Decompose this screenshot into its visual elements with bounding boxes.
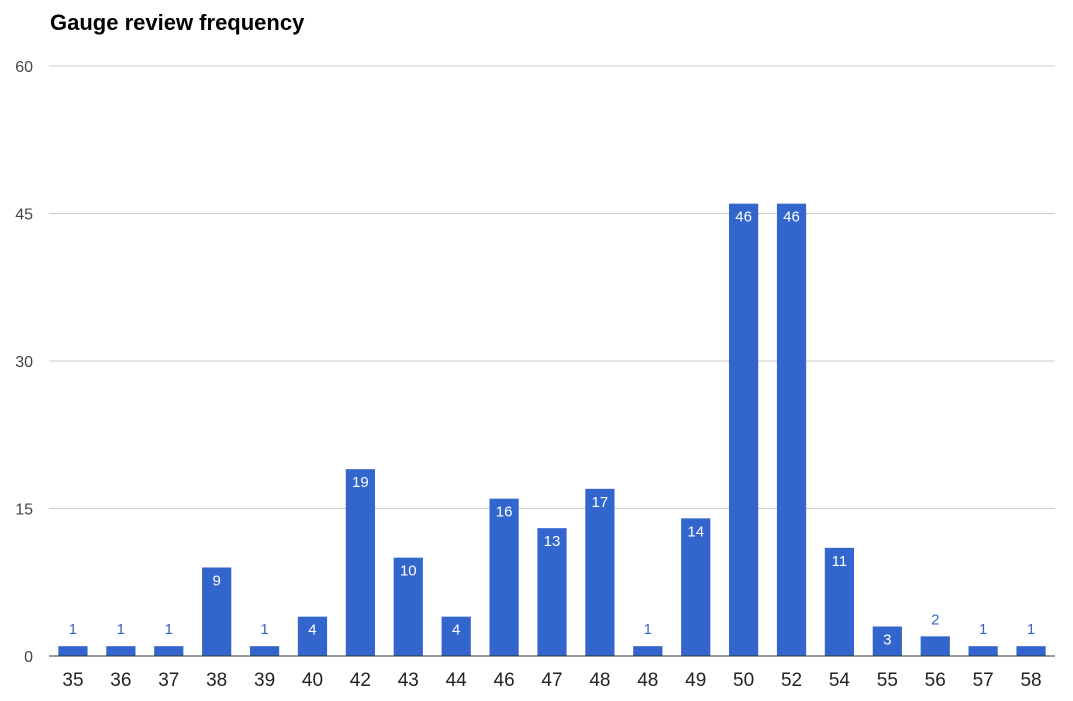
x-tick-label: 55 bbox=[877, 670, 898, 691]
bar bbox=[968, 646, 998, 656]
data-label: 46 bbox=[735, 209, 752, 226]
y-axis-ticks: 0 15 30 45 60 bbox=[15, 59, 33, 666]
x-tick-label: 36 bbox=[110, 670, 131, 691]
data-label: 4 bbox=[308, 622, 316, 639]
gridlines bbox=[49, 65, 1055, 509]
x-tick-label: 48 bbox=[637, 670, 658, 691]
bar bbox=[489, 498, 519, 656]
y-tick-label: 0 bbox=[24, 649, 33, 666]
bar bbox=[345, 469, 375, 656]
x-axis-ticks: 35 36 37 38 39 40 42 43 44 46 47 48 48 49 50 52 54 55 56 57… bbox=[62, 670, 1041, 691]
data-label: 13 bbox=[544, 533, 561, 550]
x-tick-label: 48 bbox=[589, 670, 610, 691]
bar bbox=[920, 636, 950, 656]
x-tick-label: 46 bbox=[494, 670, 515, 691]
data-label: 14 bbox=[687, 523, 704, 540]
x-tick-label: 38 bbox=[206, 670, 227, 691]
x-tick-label: 42 bbox=[350, 670, 371, 691]
x-tick-label: 37 bbox=[158, 670, 179, 691]
y-tick-label: 60 bbox=[15, 59, 33, 76]
bar bbox=[872, 626, 902, 656]
data-label: 9 bbox=[212, 573, 220, 590]
chart-title: Gauge review frequency bbox=[50, 10, 305, 35]
x-tick-label: 39 bbox=[254, 670, 275, 691]
data-label: 2 bbox=[931, 611, 939, 628]
bar bbox=[824, 547, 855, 656]
bar bbox=[202, 567, 232, 656]
x-tick-label: 52 bbox=[781, 670, 802, 691]
data-label: 19 bbox=[352, 474, 369, 491]
data-label: 11 bbox=[832, 553, 848, 570]
y-tick-label: 45 bbox=[15, 207, 33, 224]
data-label: 1 bbox=[1027, 621, 1035, 638]
data-label: 1 bbox=[165, 621, 173, 638]
y-tick-label: 15 bbox=[15, 502, 33, 519]
bar bbox=[106, 646, 136, 656]
data-label: 1 bbox=[979, 621, 987, 638]
x-tick-label: 56 bbox=[925, 670, 946, 691]
data-label: 10 bbox=[400, 563, 417, 580]
bar bbox=[681, 518, 711, 656]
x-tick-label: 57 bbox=[973, 670, 994, 691]
data-label: 1 bbox=[644, 621, 652, 638]
bar bbox=[1016, 646, 1046, 656]
y-tick-label: 30 bbox=[15, 354, 33, 371]
x-tick-label: 54 bbox=[829, 670, 851, 691]
data-label: 1 bbox=[260, 621, 268, 638]
x-tick-label: 40 bbox=[302, 670, 323, 691]
bar bbox=[585, 488, 615, 656]
data-label: 4 bbox=[452, 622, 460, 639]
bar bbox=[633, 646, 663, 656]
x-tick-label: 58 bbox=[1020, 670, 1041, 691]
data-label: 3 bbox=[883, 632, 891, 649]
x-tick-label: 43 bbox=[398, 670, 419, 691]
bar bbox=[249, 646, 280, 656]
x-tick-label: 35 bbox=[62, 670, 83, 691]
data-label: 17 bbox=[592, 494, 609, 511]
data-label: 16 bbox=[496, 504, 513, 521]
bar bbox=[297, 616, 328, 656]
x-tick-label: 44 bbox=[446, 670, 468, 691]
bars bbox=[58, 203, 1046, 656]
x-tick-label: 50 bbox=[733, 670, 754, 691]
bar bbox=[154, 646, 184, 656]
bar bbox=[537, 528, 567, 656]
data-label: 1 bbox=[117, 621, 125, 638]
bar bbox=[441, 616, 471, 656]
bar bbox=[729, 203, 759, 656]
x-tick-label: 49 bbox=[685, 670, 706, 691]
bar bbox=[776, 203, 807, 656]
data-label: 46 bbox=[783, 209, 800, 226]
bar bbox=[393, 557, 423, 656]
x-tick-label: 47 bbox=[541, 670, 562, 691]
data-label: 1 bbox=[69, 621, 77, 638]
bar bbox=[58, 646, 88, 656]
